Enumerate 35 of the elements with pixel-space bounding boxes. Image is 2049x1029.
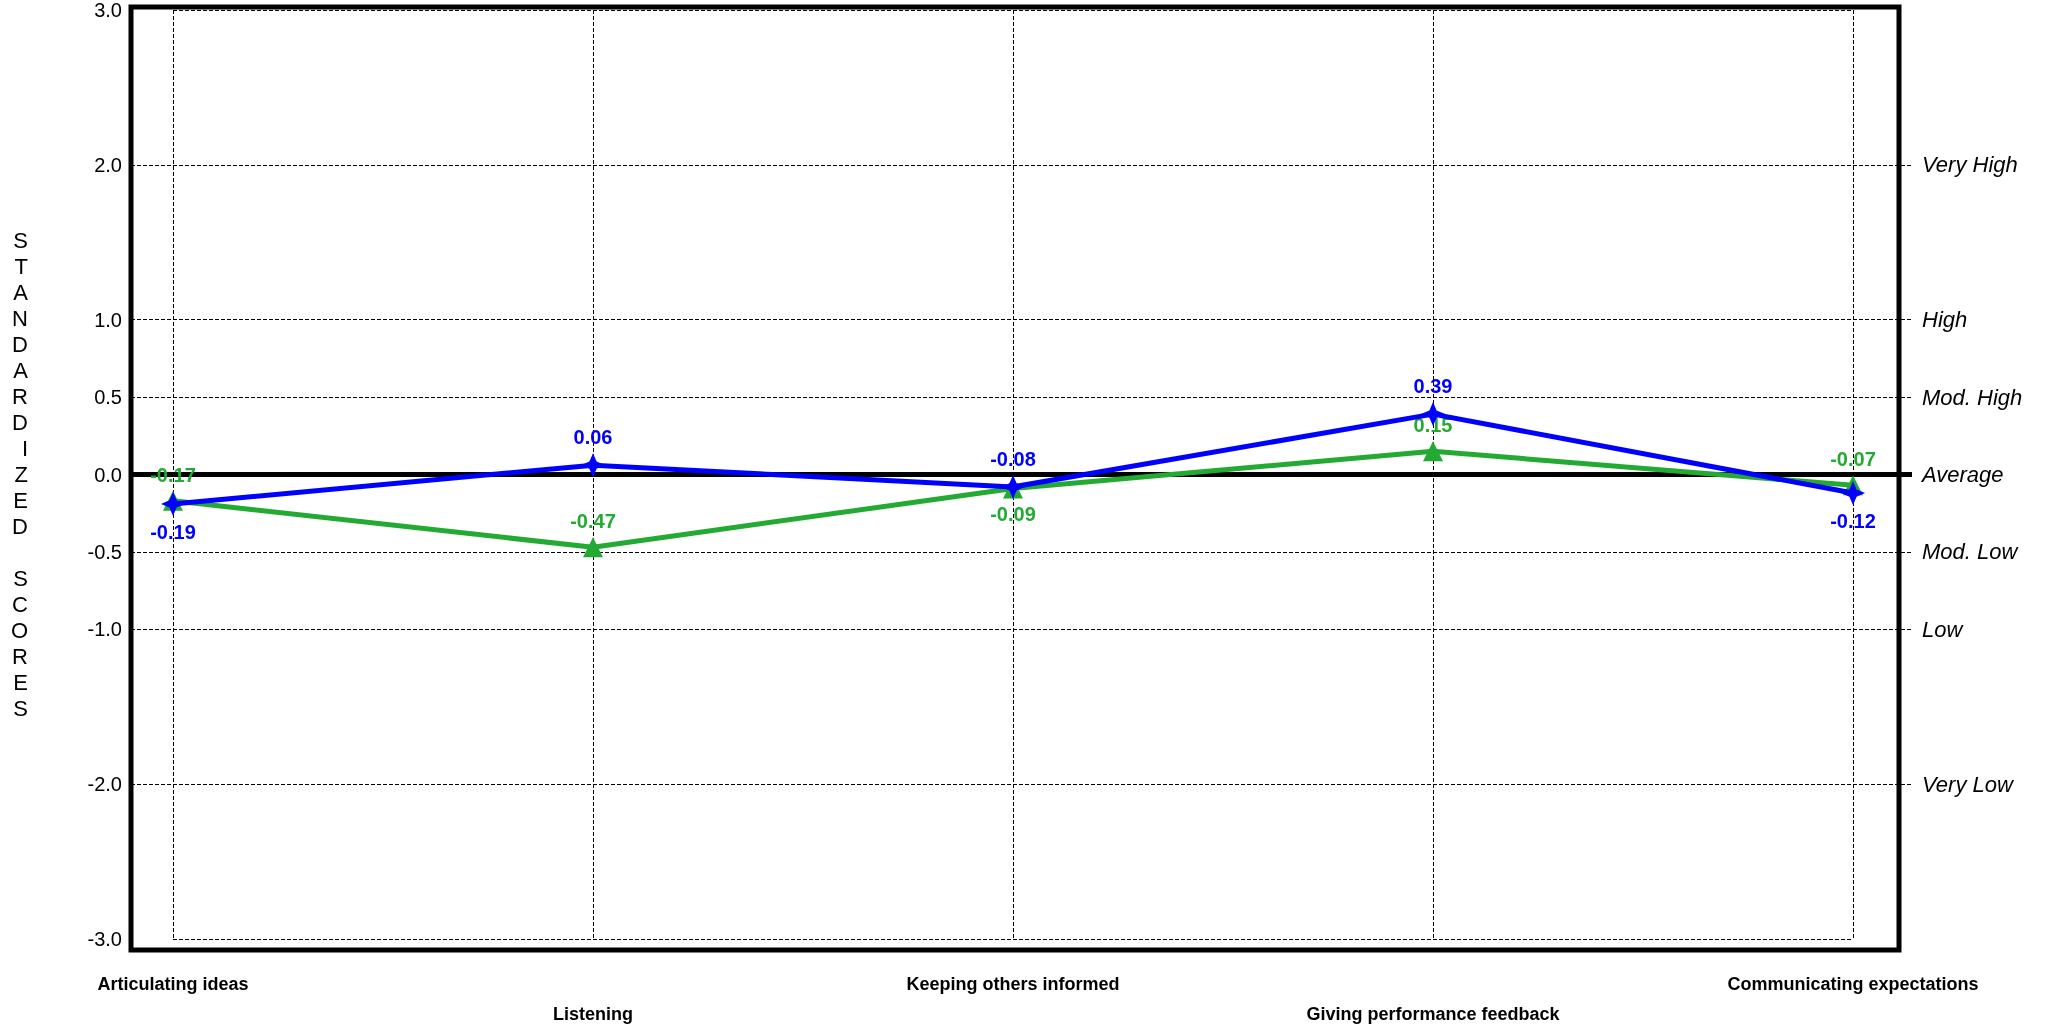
ref-line-label: Mod. Low [1922, 539, 2020, 565]
y-tick-label: 0.5 [94, 386, 122, 409]
x-tick-label: Communicating expectations [1727, 974, 1979, 994]
data-label: 0.39 [1413, 375, 1453, 398]
ref-line-label: Very Low [1922, 771, 2015, 797]
data-label: -0.19 [150, 520, 196, 543]
y-tick-label: -2.0 [87, 773, 122, 796]
data-label: -0.12 [1830, 510, 1876, 533]
ref-line-label: Average [1920, 462, 2004, 487]
data-label: 0.06 [573, 426, 613, 449]
y-tick-label: 1.0 [94, 308, 122, 331]
y-tick-label: 3.0 [94, 0, 122, 21]
data-label: -0.47 [570, 510, 616, 533]
ref-line-label: Very High [1922, 152, 2018, 178]
point [1841, 481, 1865, 506]
y-tick-label: 0.0 [94, 463, 122, 486]
y-tick-label: -1.0 [87, 618, 122, 641]
data-label: -0.09 [990, 503, 1036, 526]
point [161, 491, 185, 516]
y-tick-label: -0.5 [87, 540, 122, 563]
y-tick-label: 2.0 [94, 153, 122, 176]
ref-line-label: Mod. High [1922, 384, 2023, 410]
data-label: -0.07 [1830, 448, 1876, 471]
ref-line-label: Low [1922, 616, 1965, 642]
point [583, 537, 603, 558]
x-tick-label: Keeping others informed [906, 974, 1120, 994]
ref-line-label: High [1922, 307, 1968, 333]
y-tick-label: -3.0 [87, 928, 122, 950]
text: STANDARDIZED SCORES [10, 228, 28, 721]
x-tick-label: Articulating ideas [97, 974, 249, 994]
x-tick-label: Listening [553, 1004, 633, 1024]
data-label: -0.08 [990, 447, 1036, 470]
point [1423, 441, 1443, 462]
x-tick-label: Giving performance feedback [1306, 1004, 1561, 1024]
point [581, 453, 605, 478]
